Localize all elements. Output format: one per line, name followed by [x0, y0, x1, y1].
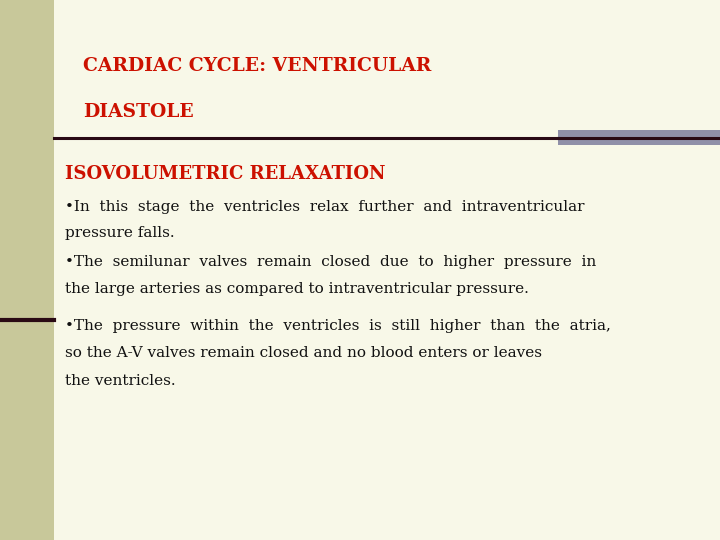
- Text: pressure falls.: pressure falls.: [65, 226, 174, 240]
- Bar: [0, 0, 54, 540]
- Bar: [558, 130, 720, 145]
- Text: so the A-V valves remain closed and no blood enters or leaves: so the A-V valves remain closed and no b…: [65, 346, 541, 360]
- Text: DIASTOLE: DIASTOLE: [83, 103, 194, 120]
- Text: the ventricles.: the ventricles.: [65, 374, 176, 388]
- Text: the large arteries as compared to intraventricular pressure.: the large arteries as compared to intrav…: [65, 282, 528, 296]
- Text: •The  semilunar  valves  remain  closed  due  to  higher  pressure  in: •The semilunar valves remain closed due …: [65, 255, 596, 269]
- Text: •In  this  stage  the  ventricles  relax  further  and  intraventricular: •In this stage the ventricles relax furt…: [65, 200, 585, 214]
- Text: ISOVOLUMETRIC RELAXATION: ISOVOLUMETRIC RELAXATION: [65, 165, 385, 183]
- Text: CARDIAC CYCLE: VENTRICULAR: CARDIAC CYCLE: VENTRICULAR: [83, 57, 431, 75]
- Text: •The  pressure  within  the  ventricles  is  still  higher  than  the  atria,: •The pressure within the ventricles is s…: [65, 319, 611, 333]
